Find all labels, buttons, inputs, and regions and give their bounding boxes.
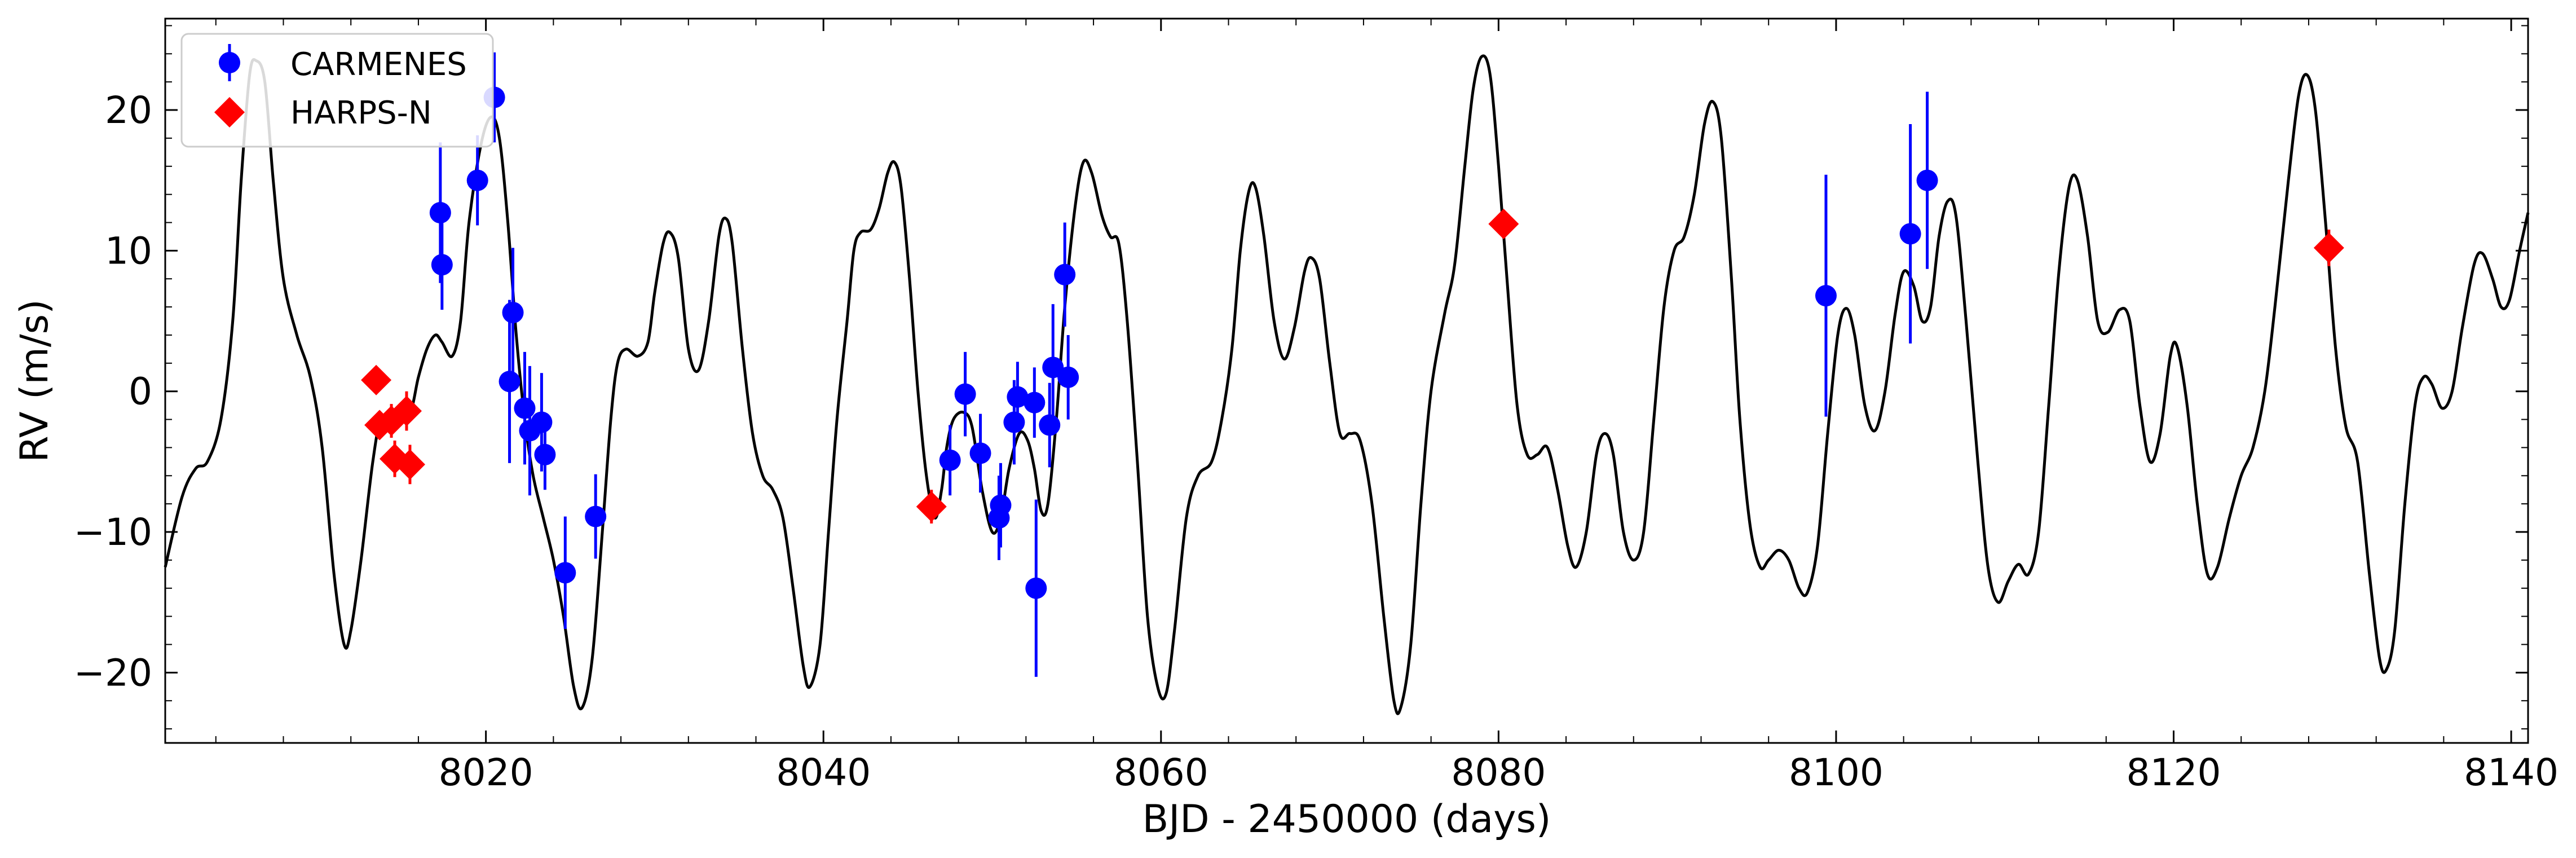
y-tick-label: 20	[105, 89, 152, 132]
carmenes-point	[1054, 263, 1076, 285]
carmenes-series	[429, 52, 1938, 677]
carmenes-point	[1024, 391, 1046, 413]
y-tick-label: 0	[129, 370, 152, 413]
carmenes-point	[939, 449, 961, 471]
legend-harps-label: HARPS-N	[290, 95, 432, 131]
x-tick-label: 8060	[1114, 751, 1208, 794]
x-tick-label: 8100	[1789, 751, 1884, 794]
carmenes-point	[1025, 577, 1047, 599]
carmenes-point	[1899, 223, 1921, 245]
x-tick-label: 8080	[1451, 751, 1546, 794]
legend-box	[180, 33, 494, 148]
plot-frame	[164, 17, 2529, 744]
carmenes-point	[1007, 386, 1029, 408]
harps-n-point	[394, 449, 425, 480]
carmenes-point	[531, 411, 553, 433]
harps-n-point	[391, 395, 422, 426]
y-tick-label: −10	[74, 511, 152, 554]
legend-carmenes-label: CARMENES	[290, 46, 467, 83]
harps-n-point	[1488, 209, 1519, 240]
x-tick-label: 8120	[2127, 751, 2221, 794]
x-tick-label: 8140	[2464, 751, 2559, 794]
legend-carmenes-dot	[219, 52, 240, 73]
harps-n-point	[2313, 232, 2344, 263]
carmenes-point	[585, 505, 607, 527]
carmenes-point	[534, 443, 556, 465]
legend: CARMENES HARPS-N	[180, 33, 494, 148]
carmenes-point	[969, 442, 991, 464]
carmenes-point	[1003, 411, 1025, 433]
carmenes-point	[1815, 285, 1837, 307]
carmenes-point	[1042, 357, 1064, 379]
y-tick-label: 10	[105, 229, 152, 272]
carmenes-point	[466, 169, 488, 191]
axes-ticks: 8020 8040 8060 8080 8100 8120 8140 −20 −10 0 10 20	[74, 19, 2559, 794]
legend-carmenes-marker	[219, 44, 240, 81]
carmenes-point	[502, 302, 524, 324]
carmenes-point	[554, 562, 576, 584]
carmenes-point	[431, 254, 453, 276]
harps-n-series	[361, 209, 2344, 524]
carmenes-point	[499, 371, 521, 393]
carmenes-point	[954, 383, 976, 405]
carmenes-point	[514, 397, 536, 419]
y-tick-label: −20	[74, 651, 152, 694]
legend-harps-marker	[214, 97, 245, 127]
y-axis-label: RV (m/s)	[12, 299, 57, 462]
harps-n-point	[361, 364, 392, 395]
legend-harps-diamond	[214, 97, 245, 127]
x-tick-label: 8020	[439, 751, 533, 794]
carmenes-point	[1057, 366, 1079, 388]
carmenes-point	[1039, 414, 1061, 436]
x-tick-label: 8040	[776, 751, 871, 794]
carmenes-point	[990, 494, 1012, 516]
harps-n-point	[916, 491, 947, 522]
x-axis-label: BJD - 2450000 (days)	[1143, 797, 1551, 842]
carmenes-point	[429, 202, 451, 224]
model-curve-layer	[164, 54, 2530, 715]
carmenes-point	[1916, 169, 1938, 191]
model-curve	[164, 54, 2530, 715]
